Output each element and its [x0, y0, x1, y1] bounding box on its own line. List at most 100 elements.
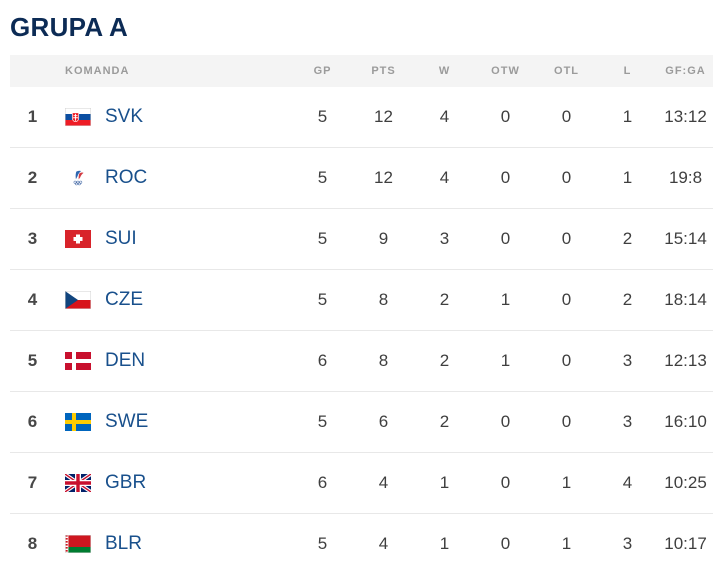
l-value: 2 — [597, 269, 659, 331]
flag-cell — [55, 147, 100, 209]
w-value: 1 — [414, 452, 476, 514]
w-value: 3 — [414, 208, 476, 270]
flag-cell — [55, 269, 100, 331]
otl-value: 0 — [536, 330, 598, 392]
pts-value: 4 — [353, 452, 415, 514]
team-column-header: KOMANDA — [55, 55, 293, 87]
rank-column-header — [10, 55, 55, 87]
page-title: GRUPA A — [10, 12, 129, 42]
otl-value: 1 — [561, 534, 572, 553]
otw-value: 0 — [475, 452, 537, 514]
flag-svk-icon — [64, 107, 91, 126]
gp-value: 5 — [292, 147, 354, 209]
team-code-link[interactable]: SWE — [100, 391, 293, 453]
flag-sui-icon — [64, 229, 91, 248]
w-value: 4 — [414, 87, 476, 148]
otw-column-header: OTW — [475, 55, 537, 87]
otw-value: 0 — [475, 391, 537, 453]
gfga-value: 18:14 — [658, 269, 714, 331]
w-column-header: W — [414, 55, 476, 87]
standings-page: GRUPA A KOMANDA GP PTS W OTW OTL L GF:GA… — [0, 12, 723, 568]
l-value: 2 — [597, 208, 659, 270]
otw-value: 0 — [475, 87, 537, 148]
team-code-link[interactable]: BLR — [105, 533, 142, 554]
table-row: 8 BLR 5 4 1 0 1 3 10:17 — [10, 514, 713, 568]
pts-value: 12 — [353, 147, 415, 209]
l-value: 1 — [597, 87, 659, 148]
otw-value: 1 — [475, 330, 537, 392]
gp-value: 5 — [292, 208, 354, 270]
table-row: 2 ROC 5 12 4 0 0 1 19:8 — [10, 147, 714, 209]
standings-table: KOMANDA GP PTS W OTW OTL L GF:GA 1 SVK 5… — [10, 55, 714, 568]
w-value: 2 — [414, 269, 476, 331]
l-value: 1 — [597, 147, 659, 209]
pts-column-header: PTS — [353, 55, 415, 87]
gfga-value: 12:13 — [658, 330, 714, 392]
table-row: 5 DEN 6 8 2 1 0 3 12:13 — [10, 330, 714, 392]
otl-value: 0 — [536, 87, 598, 148]
team-code-link[interactable]: GBR — [100, 452, 293, 514]
team-code-link[interactable]: DEN — [100, 330, 293, 392]
flag-cell — [55, 514, 100, 568]
w-value: 4 — [414, 147, 476, 209]
w-value: 2 — [414, 330, 476, 392]
flag-blr-icon — [64, 534, 91, 553]
table-row: 3 SUI 5 9 3 0 0 2 15:14 — [10, 208, 714, 270]
gp-value: 5 — [292, 391, 354, 453]
otw-value: 0 — [475, 208, 537, 270]
table-header: KOMANDA GP PTS W OTW OTL L GF:GA — [10, 55, 714, 87]
pts-value: 8 — [353, 269, 415, 331]
team-code-link[interactable]: SVK — [100, 87, 293, 148]
flag-cell — [55, 208, 100, 270]
pts-value: 6 — [353, 391, 415, 453]
gp-column-header: GP — [292, 55, 354, 87]
table-row: 1 SVK 5 12 4 0 0 1 13:12 — [10, 87, 714, 148]
table-row: 7 GBR 6 4 1 0 1 4 10:25 — [10, 452, 714, 514]
gfga-value: 13:12 — [658, 87, 714, 148]
table-body: 1 SVK 5 12 4 0 0 1 13:12 2 — [10, 87, 714, 568]
table-row: 6 SWE 5 6 2 0 0 3 16:10 — [10, 391, 714, 453]
gp-value: 6 — [292, 452, 354, 514]
table-row: 4 CZE 5 8 2 1 0 2 18:14 — [10, 269, 714, 331]
gfga-column-header: GF:GA — [658, 55, 714, 87]
team-code-link[interactable]: CZE — [100, 269, 293, 331]
rank-number: 5 — [10, 330, 55, 392]
team-code-link[interactable]: SUI — [100, 208, 293, 270]
rank-number: 2 — [10, 147, 55, 209]
rank-number: 8 — [27, 534, 38, 553]
rank-number: 1 — [10, 87, 55, 148]
pts-value: 12 — [353, 87, 415, 148]
team-code-link[interactable]: ROC — [100, 147, 293, 209]
pts-value: 9 — [353, 208, 415, 270]
l-value: 3 — [622, 534, 633, 553]
l-value: 3 — [597, 330, 659, 392]
flag-swe-icon — [64, 412, 91, 431]
rank-number: 4 — [10, 269, 55, 331]
pts-value: 4 — [378, 534, 389, 553]
rank-number: 7 — [10, 452, 55, 514]
flag-cze-icon — [64, 290, 91, 309]
gfga-value: 10:25 — [658, 452, 714, 514]
l-value: 3 — [597, 391, 659, 453]
gfga-value: 16:10 — [658, 391, 714, 453]
w-value: 1 — [439, 534, 450, 553]
w-value: 2 — [414, 391, 476, 453]
otl-value: 0 — [536, 269, 598, 331]
otw-value: 1 — [475, 269, 537, 331]
gp-value: 5 — [317, 534, 328, 553]
flag-cell — [55, 391, 100, 453]
l-value: 4 — [597, 452, 659, 514]
rank-number: 6 — [10, 391, 55, 453]
gp-value: 5 — [292, 87, 354, 148]
otl-value: 0 — [536, 147, 598, 209]
rank-number: 3 — [10, 208, 55, 270]
flag-cell — [55, 452, 100, 514]
gfga-value: 10:17 — [664, 534, 707, 553]
pts-value: 8 — [353, 330, 415, 392]
otl-value: 0 — [536, 391, 598, 453]
flag-roc-icon — [64, 168, 91, 187]
flag-cell — [55, 87, 100, 148]
gp-value: 5 — [292, 269, 354, 331]
gp-value: 6 — [292, 330, 354, 392]
otl-value: 1 — [536, 452, 598, 514]
